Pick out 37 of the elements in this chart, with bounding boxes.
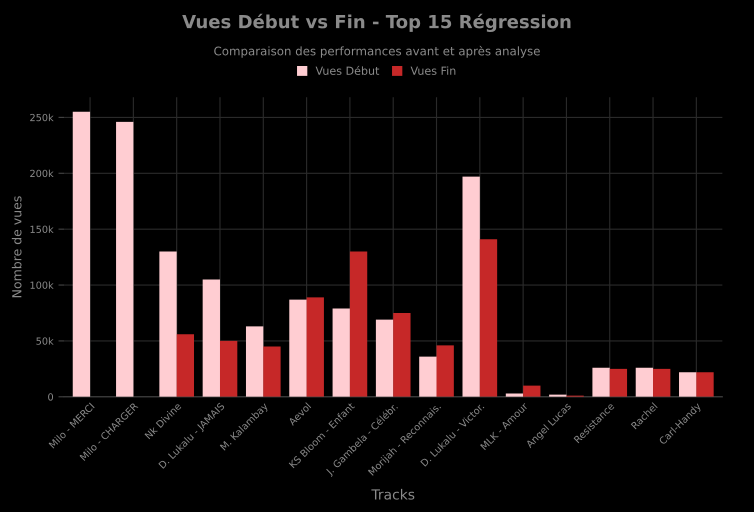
y-tick-label: 50k <box>36 337 54 345</box>
bar <box>220 340 238 397</box>
bar <box>636 368 654 397</box>
chart-subtitle: Comparaison des performances avant et après analyse <box>214 46 540 58</box>
x-axis-title: Tracks <box>371 488 414 500</box>
y-tick-label: 200k <box>30 170 54 178</box>
bar <box>202 279 220 397</box>
bar <box>350 252 368 397</box>
bar <box>246 326 264 397</box>
bar <box>419 356 437 397</box>
bar <box>610 368 628 397</box>
bar <box>159 252 177 397</box>
bar <box>480 239 498 397</box>
bar <box>289 300 307 397</box>
legend-label: Vues Début <box>316 66 380 75</box>
bar <box>523 386 540 397</box>
bar <box>696 372 714 397</box>
chart-title: Vues Début vs Fin - Top 15 Régression <box>182 14 570 32</box>
y-tick-label: 0 <box>48 393 54 401</box>
bar <box>653 368 670 397</box>
bar <box>393 312 411 397</box>
y-tick-label: 150k <box>30 225 54 233</box>
bar <box>376 320 394 397</box>
bar <box>332 308 350 397</box>
bar <box>263 346 281 397</box>
y-tick-label: 100k <box>30 281 54 289</box>
bar <box>116 122 134 397</box>
y-tick-label: 250k <box>30 114 54 122</box>
bar <box>72 112 90 397</box>
bar <box>436 345 454 397</box>
bar <box>462 176 480 397</box>
bar <box>679 372 696 397</box>
bar <box>176 334 194 397</box>
bar <box>306 297 324 397</box>
y-axis-title: Nombre de vues <box>12 196 22 298</box>
legend-label: Vues Fin <box>410 66 456 75</box>
bar <box>592 368 610 397</box>
